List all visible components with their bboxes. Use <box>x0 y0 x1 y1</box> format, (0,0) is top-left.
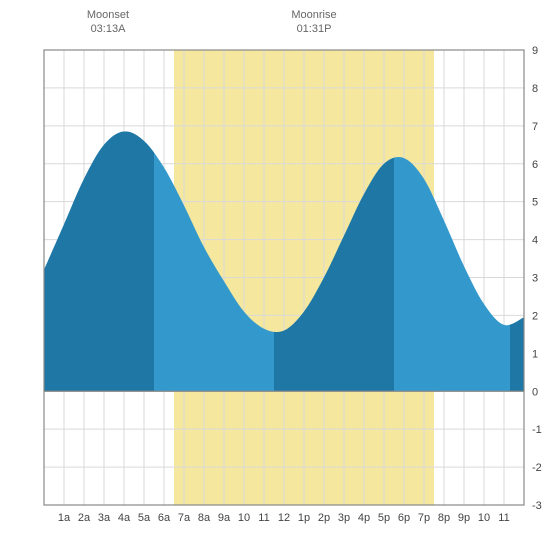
y-tick-label: 4 <box>532 235 538 247</box>
y-tick-label: 9 <box>532 45 538 57</box>
y-tick-label: 0 <box>532 386 538 398</box>
y-tick-label: -2 <box>532 462 542 474</box>
x-tick-label: 4p <box>358 512 370 524</box>
y-tick-label: 2 <box>532 310 538 322</box>
tide-chart: -3-2-101234567891a2a3a4a5a6a7a8a9a101112… <box>0 0 550 550</box>
x-tick-label: 1p <box>298 512 310 524</box>
y-tick-label: 7 <box>532 121 538 133</box>
x-tick-label: 11 <box>498 512 509 524</box>
x-tick-label: 2p <box>318 512 330 524</box>
x-tick-label: 4a <box>118 512 131 524</box>
y-tick-label: 3 <box>532 273 538 285</box>
y-tick-label: -3 <box>532 500 542 512</box>
y-tick-label: 6 <box>532 159 538 171</box>
header-title: Moonrise <box>291 9 336 21</box>
x-tick-label: 1a <box>58 512 71 524</box>
x-tick-label: 2a <box>78 512 91 524</box>
header-title: Moonset <box>87 9 129 21</box>
y-tick-label: 8 <box>532 83 538 95</box>
x-tick-label: 3p <box>338 512 350 524</box>
x-tick-label: 9a <box>218 512 231 524</box>
x-tick-label: 11 <box>258 512 269 524</box>
header-time: 01:31P <box>297 23 332 35</box>
header-time: 03:13A <box>91 23 127 35</box>
x-tick-label: 10 <box>478 512 490 524</box>
x-tick-label: 6a <box>158 512 171 524</box>
x-tick-label: 12 <box>278 512 290 524</box>
x-tick-label: 3a <box>98 512 111 524</box>
y-tick-label: -1 <box>532 424 542 436</box>
x-tick-label: 5a <box>138 512 151 524</box>
x-tick-label: 5p <box>378 512 390 524</box>
x-tick-label: 7a <box>178 512 191 524</box>
x-tick-label: 10 <box>238 512 250 524</box>
x-tick-label: 9p <box>458 512 470 524</box>
x-tick-label: 7p <box>418 512 430 524</box>
x-tick-label: 8p <box>438 512 450 524</box>
x-tick-label: 6p <box>398 512 410 524</box>
x-tick-label: 8a <box>198 512 211 524</box>
y-tick-label: 1 <box>532 348 538 360</box>
y-tick-label: 5 <box>532 197 538 209</box>
